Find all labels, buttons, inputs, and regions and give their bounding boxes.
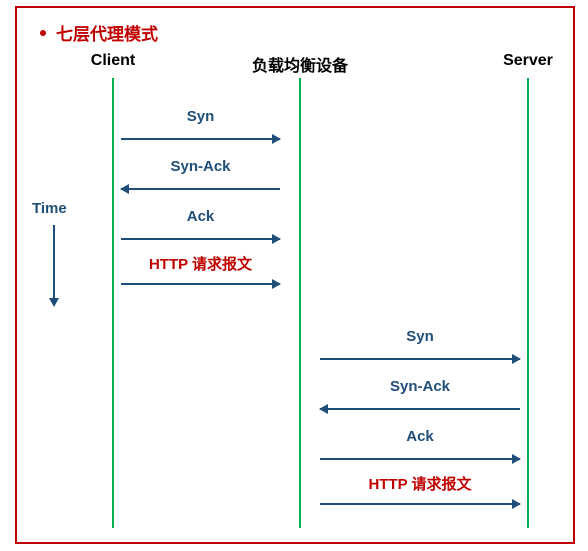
message-line (121, 283, 280, 285)
message-label: Syn-Ack (320, 378, 520, 395)
arrowhead-icon (319, 404, 328, 414)
message-3: HTTP 请求报文 (121, 273, 280, 297)
message-line (121, 238, 280, 240)
message-line (320, 408, 520, 410)
title-bullet-icon (40, 30, 46, 36)
arrowhead-icon (272, 279, 281, 289)
arrowhead-icon (272, 134, 281, 144)
lifeline-label-lb: 负载均衡设备 (252, 52, 348, 76)
message-label: HTTP 请求报文 (121, 253, 280, 274)
message-line (121, 138, 280, 140)
message-label: Ack (121, 208, 280, 225)
arrowhead-icon (120, 184, 129, 194)
message-line (320, 458, 520, 460)
diagram-title: 七层代理模式 (56, 20, 158, 45)
arrowhead-icon (272, 234, 281, 244)
arrowhead-icon (512, 499, 521, 509)
lifeline-client (112, 78, 114, 528)
message-label: Ack (320, 428, 520, 445)
message-6: Ack (320, 448, 520, 472)
message-label: Syn (320, 328, 520, 345)
lifeline-label-server: Server (503, 52, 553, 70)
message-5: Syn-Ack (320, 398, 520, 422)
message-line (320, 358, 520, 360)
arrowhead-icon (512, 354, 521, 364)
lifeline-lb (299, 78, 301, 528)
message-label: HTTP 请求报文 (320, 473, 520, 494)
message-label: Syn (121, 108, 280, 125)
diagram-title-row: 七层代理模式 (40, 20, 158, 45)
message-0: Syn (121, 128, 280, 152)
message-line (121, 188, 280, 190)
message-line (320, 503, 520, 505)
time-axis-arrow-icon (48, 225, 60, 305)
message-7: HTTP 请求报文 (320, 493, 520, 517)
message-1: Syn-Ack (121, 178, 280, 202)
time-axis-label: Time (32, 200, 67, 217)
arrowhead-icon (512, 454, 521, 464)
lifeline-server (527, 78, 529, 528)
lifeline-label-client: Client (91, 52, 135, 70)
message-label: Syn-Ack (121, 158, 280, 175)
message-2: Ack (121, 228, 280, 252)
message-4: Syn (320, 348, 520, 372)
